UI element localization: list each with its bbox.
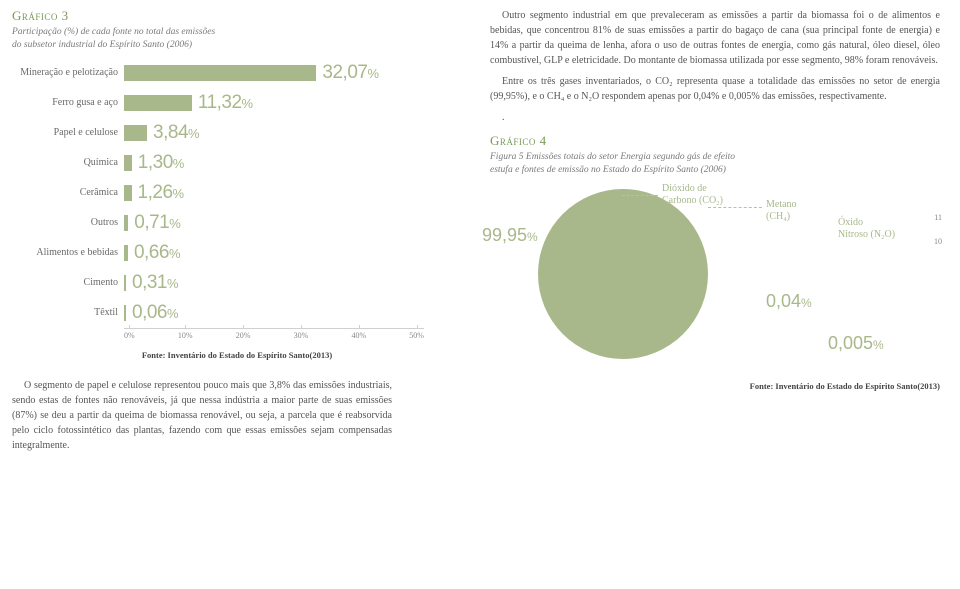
pie-value-ch4: 0,04% bbox=[766, 291, 812, 312]
pie-label-n2o: Óxido Nitroso (N₂O) bbox=[838, 217, 895, 241]
footer-paragraph: O segmento de papel e celulose represent… bbox=[12, 378, 392, 453]
footer-paragraph-text: O segmento de papel e celulose represent… bbox=[12, 378, 392, 453]
right-para1: Outro segmento industrial em que prevale… bbox=[490, 8, 940, 68]
axis-tick: 30% bbox=[294, 331, 309, 340]
bar-fill bbox=[124, 155, 132, 171]
page-number-b: 10 bbox=[934, 237, 942, 246]
bar-row: Mineração e pelotização 32,07% bbox=[12, 58, 462, 88]
bar-label: Alimentos e bebidas bbox=[12, 247, 124, 258]
bar-value: 3,84% bbox=[153, 122, 199, 144]
bar-label: Cerâmica bbox=[12, 187, 124, 198]
bar-row: Têxtil 0,06% bbox=[12, 298, 462, 328]
bar-track: 0,71% bbox=[124, 208, 424, 238]
bar-row: Papel e celulose 3,84% bbox=[12, 118, 462, 148]
bar-row: Cimento 0,31% bbox=[12, 268, 462, 298]
page-number-a: 11 bbox=[934, 213, 942, 222]
bar-value: 1,30% bbox=[138, 152, 184, 174]
right-period: . bbox=[490, 110, 940, 125]
bar-track: 3,84% bbox=[124, 118, 424, 148]
bar-fill bbox=[124, 185, 132, 201]
bar-value: 0,31% bbox=[132, 272, 178, 294]
chart4-subtitle-l2: estufa e fontes de emissão no Estado do … bbox=[490, 165, 726, 175]
bar-track: 1,30% bbox=[124, 148, 424, 178]
bar-row: Química 1,30% bbox=[12, 148, 462, 178]
chart3-bars: Mineração e pelotização 32,07% Ferro gusa … bbox=[12, 58, 462, 328]
bar-fill bbox=[124, 275, 126, 291]
pie-label-n2o-l2: Nitroso (N₂O) bbox=[838, 229, 895, 240]
bar-label: Papel e celulose bbox=[12, 127, 124, 138]
bar-value: 0,06% bbox=[132, 302, 178, 324]
pie-label-ch4-l1: Metano bbox=[766, 199, 797, 210]
bar-label: Cimento bbox=[12, 277, 124, 288]
bar-fill bbox=[124, 305, 126, 321]
bar-label: Ferro gusa e aço bbox=[12, 97, 124, 108]
chart4-subtitle-l1: Figura 5 Emissões totais do setor Energi… bbox=[490, 152, 735, 162]
pie-label-co2-l2: Carbono (CO₂) bbox=[662, 195, 723, 206]
chart3-title: Gráfico 3 bbox=[12, 8, 462, 24]
bar-label: Têxtil bbox=[12, 307, 124, 318]
chart4-pie: Dióxido de Carbono (CO₂) 99,95% Metano (… bbox=[490, 183, 940, 363]
bar-row: Outros 0,71% bbox=[12, 208, 462, 238]
bar-fill bbox=[124, 245, 128, 261]
bar-track: 0,31% bbox=[124, 268, 424, 298]
pie-label-ch4: Metano (CH₄) bbox=[766, 199, 797, 223]
bar-track: 11,32% bbox=[124, 88, 424, 118]
pie-label-co2: Dióxido de Carbono (CO₂) bbox=[662, 183, 723, 207]
pie-lead-co2 bbox=[622, 195, 658, 196]
bar-value: 11,32% bbox=[198, 92, 253, 114]
pie-label-ch4-l2: (CH₄) bbox=[766, 211, 790, 222]
axis-tick: 10% bbox=[178, 331, 193, 340]
pie-value-n2o-num: 0,005 bbox=[828, 333, 873, 353]
right-body: Outro segmento industrial em que prevale… bbox=[490, 8, 940, 125]
bar-fill bbox=[124, 95, 192, 111]
pie-value-ch4-num: 0,04 bbox=[766, 291, 801, 311]
pie-value-co2-num: 99,95 bbox=[482, 225, 527, 245]
bar-track: 32,07% bbox=[124, 58, 424, 88]
chart4-title: Gráfico 4 bbox=[490, 133, 940, 149]
pie-lead-ch4 bbox=[708, 207, 762, 208]
bar-row: Alimentos e bebidas 0,66% bbox=[12, 238, 462, 268]
pie-value-co2: 99,95% bbox=[482, 225, 538, 246]
axis-tick: 0% bbox=[124, 331, 135, 340]
bar-row: Cerâmica 1,26% bbox=[12, 178, 462, 208]
chart3-subtitle-l2: do subsetor industrial do Espírito Santo… bbox=[12, 40, 192, 50]
pie-label-n2o-l1: Óxido bbox=[838, 217, 863, 228]
bar-value: 1,26% bbox=[138, 182, 184, 204]
right-para2: Entre os três gases inventariados, o CO₂… bbox=[490, 74, 940, 104]
axis-tick: 50% bbox=[409, 331, 424, 340]
bar-row: Ferro gusa e aço 11,32% bbox=[12, 88, 462, 118]
bar-fill bbox=[124, 215, 128, 231]
bar-track: 0,66% bbox=[124, 238, 424, 268]
bar-label: Outros bbox=[12, 217, 124, 228]
bar-track: 0,06% bbox=[124, 298, 424, 328]
axis-tick: 20% bbox=[236, 331, 251, 340]
chart3-subtitle-l1: Participação (%) de cada fonte no total … bbox=[12, 27, 215, 37]
bar-label: Mineração e pelotização bbox=[12, 67, 124, 78]
bar-value: 32,07% bbox=[322, 62, 378, 84]
pie-label-co2-l1: Dióxido de bbox=[662, 183, 707, 194]
chart4-subtitle: Figura 5 Emissões totais do setor Energi… bbox=[490, 151, 940, 177]
bar-track: 1,26% bbox=[124, 178, 424, 208]
chart4-source: Fonte: Inventário do Estado do Espírito … bbox=[490, 381, 940, 391]
pie-value-n2o: 0,005% bbox=[828, 333, 884, 354]
bar-fill bbox=[124, 125, 147, 141]
bar-label: Química bbox=[12, 157, 124, 168]
axis-tick: 40% bbox=[351, 331, 366, 340]
bar-fill bbox=[124, 65, 316, 81]
chart3-axis: 0% 10% 20% 30% 40% 50% bbox=[124, 328, 424, 340]
bar-value: 0,66% bbox=[134, 242, 180, 264]
chart3-subtitle: Participação (%) de cada fonte no total … bbox=[12, 26, 462, 52]
bar-value: 0,71% bbox=[134, 212, 180, 234]
chart3-source: Fonte: Inventário do Estado do Espírito … bbox=[12, 350, 462, 360]
pie-slice-co2 bbox=[538, 189, 708, 359]
